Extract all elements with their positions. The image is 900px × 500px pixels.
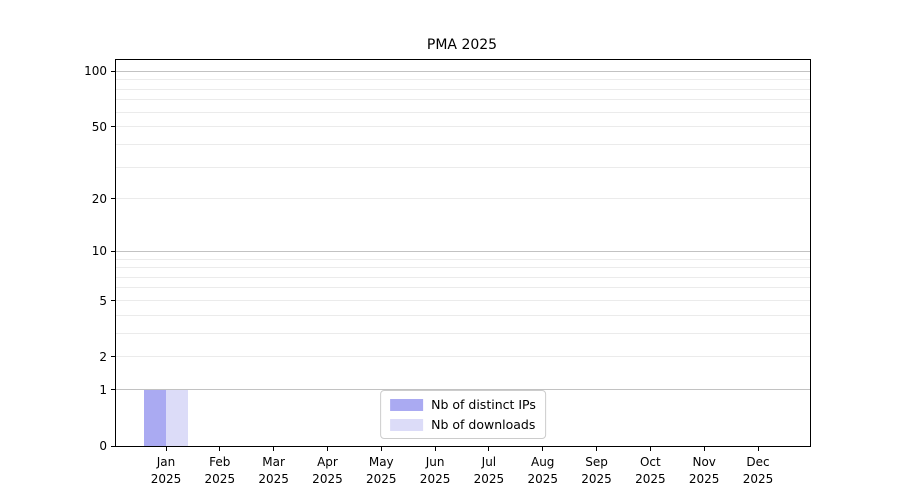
y-tick-mark: [111, 198, 116, 200]
y-minor-gridline: [116, 356, 810, 358]
y-major-gridline: [116, 70, 810, 72]
y-minor-gridline: [116, 276, 810, 278]
y-minor-gridline: [116, 267, 810, 269]
x-tick-label-aug: Aug 2025: [527, 455, 558, 486]
y-tick-mark: [111, 250, 116, 252]
y-tick-label-0: 0: [99, 439, 107, 453]
y-minor-gridline: [116, 111, 810, 113]
y-minor-gridline: [116, 126, 810, 128]
y-tick-label-20: 20: [91, 191, 107, 206]
y-minor-gridline: [116, 287, 810, 289]
x-tick-mark: [757, 446, 759, 451]
y-tick-mark: [111, 445, 116, 447]
y-minor-gridline: [116, 332, 810, 334]
x-tick-mark: [165, 446, 167, 451]
x-tick-mark: [380, 446, 382, 451]
chart-title: PMA 2025: [426, 37, 498, 53]
legend-label-downloads: Nb of downloads: [431, 417, 536, 432]
y-major-gridline: [116, 250, 810, 252]
legend-label-distinct-ips: Nb of distinct IPs: [431, 397, 536, 412]
x-tick-mark: [273, 446, 275, 451]
x-tick-label-mar: Mar 2025: [258, 455, 289, 486]
x-tick-mark: [434, 446, 436, 451]
y-tick-label-5: 5: [99, 293, 107, 308]
plot-area: Nb of distinct IPs Nb of downloads 0 1 2 5 1…: [84, 59, 811, 486]
y-tick-mark: [111, 389, 116, 391]
legend: Nb of distinct IPs Nb of downloads: [380, 390, 546, 439]
x-tick-label-dec: Dec 2025: [742, 455, 774, 486]
x-tick-label-may: May 2025: [365, 455, 397, 486]
y-tick-mark: [111, 126, 116, 128]
legend-item-distinct-ips: Nb of distinct IPs: [390, 397, 536, 412]
y-tick-mark: [111, 300, 116, 301]
y-tick-mark: [111, 70, 116, 72]
y-minor-gridline: [116, 79, 810, 81]
x-tick-label-jan: Jan 2025: [150, 455, 182, 486]
y-tick-label-10: 10: [91, 244, 107, 259]
x-tick-mark: [326, 446, 328, 451]
legend-swatch-downloads: [390, 418, 424, 431]
y-tick-mark: [111, 356, 116, 358]
legend-item-downloads: Nb of downloads: [390, 417, 536, 432]
x-tick-mark: [542, 446, 544, 451]
y-minor-gridline: [116, 99, 810, 101]
y-minor-gridline: [116, 258, 810, 260]
y-tick-label-1: 1: [99, 382, 107, 397]
x-tick-label-sep: Sep 2025: [581, 455, 612, 486]
x-tick-mark: [596, 446, 598, 451]
y-tick-label-50: 50: [91, 119, 107, 134]
y-minor-gridline: [116, 166, 810, 168]
x-tick-mark: [703, 446, 705, 451]
x-tick-label-nov: Nov 2025: [688, 455, 720, 486]
y-minor-gridline: [116, 300, 810, 301]
x-tick-label-jul: Jul 2025: [473, 455, 505, 486]
y-tick-label-100: 100: [84, 64, 107, 79]
x-tick-label-feb: Feb 2025: [204, 455, 236, 486]
x-tick-mark: [649, 446, 651, 451]
x-tick-mark: [488, 446, 490, 451]
x-tick-label-apr: Apr 2025: [312, 455, 343, 486]
y-minor-gridline: [116, 88, 810, 90]
y-minor-gridline: [116, 143, 810, 145]
legend-swatch-distinct-ips: [390, 398, 424, 411]
y-minor-gridline: [116, 314, 810, 316]
y-tick-label-2: 2: [99, 349, 107, 364]
bar-nb-of-downloads-jan: [166, 389, 188, 446]
x-tick-label-oct: Oct 2025: [635, 455, 666, 486]
x-tick-label-jun: Jun 2025: [419, 455, 451, 486]
bar-nb-of-distinct-ips-jan: [144, 389, 166, 446]
y-minor-gridline: [116, 198, 810, 200]
x-tick-mark: [219, 446, 221, 451]
